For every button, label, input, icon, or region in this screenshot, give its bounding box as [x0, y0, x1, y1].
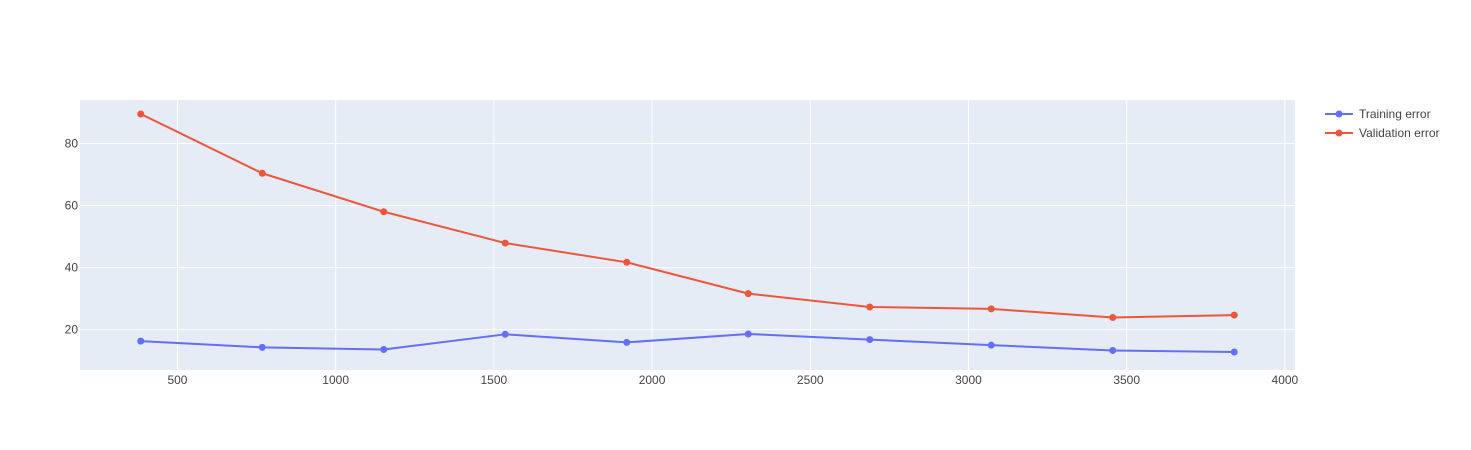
legend-marker-validation — [1335, 129, 1343, 137]
data-point-training — [1109, 346, 1117, 354]
data-point-training — [501, 330, 509, 338]
data-point-training — [987, 341, 995, 349]
x-tick-label: 2000 — [639, 373, 666, 387]
data-point-validation — [1230, 311, 1238, 319]
x-tick-label: 1000 — [322, 373, 349, 387]
series-line-training — [140, 333, 1235, 353]
data-point-training — [866, 336, 874, 344]
series-lines — [137, 110, 1238, 356]
data-point-validation — [744, 290, 752, 298]
data-point-validation — [987, 305, 995, 313]
y-tick-label: 40 — [65, 261, 79, 275]
series-line-validation — [140, 113, 1235, 319]
x-tick-label: 1500 — [481, 373, 508, 387]
grid — [80, 100, 1295, 370]
legend-item-validation[interactable]: Validation error — [1325, 126, 1439, 140]
data-point-validation — [258, 169, 266, 177]
data-point-training — [623, 338, 631, 346]
legend: Training error Validation error — [1325, 107, 1439, 140]
legend-item-training[interactable]: Training error — [1325, 107, 1431, 121]
data-point-training — [258, 343, 266, 351]
data-point-validation — [1109, 314, 1117, 322]
data-point-validation — [380, 208, 388, 216]
x-tick-label: 2500 — [797, 373, 824, 387]
data-point-validation — [137, 110, 145, 118]
x-tick-label: 4000 — [1272, 373, 1299, 387]
data-point-training — [137, 337, 145, 345]
x-tick-label: 3000 — [955, 373, 982, 387]
data-point-validation — [866, 303, 874, 311]
data-point-validation — [623, 258, 631, 266]
data-point-training — [1230, 348, 1238, 356]
x-tick-label: 500 — [167, 373, 187, 387]
legend-marker-training — [1335, 110, 1343, 118]
plot-area — [80, 100, 1295, 370]
tick-labels: 500 1000 1500 2000 2500 3000 3500 4000 20 40 60 80 — [65, 136, 1299, 387]
data-point-training — [744, 330, 752, 338]
legend-label-training: Training error — [1359, 107, 1431, 121]
series-training — [137, 330, 1238, 356]
data-point-training — [380, 346, 388, 354]
series-validation — [137, 110, 1238, 322]
y-tick-label: 20 — [65, 323, 79, 337]
y-tick-label: 60 — [65, 199, 79, 213]
x-tick-label: 3500 — [1113, 373, 1140, 387]
data-point-validation — [501, 239, 509, 247]
y-tick-label: 80 — [65, 136, 79, 150]
legend-label-validation: Validation error — [1359, 126, 1439, 140]
